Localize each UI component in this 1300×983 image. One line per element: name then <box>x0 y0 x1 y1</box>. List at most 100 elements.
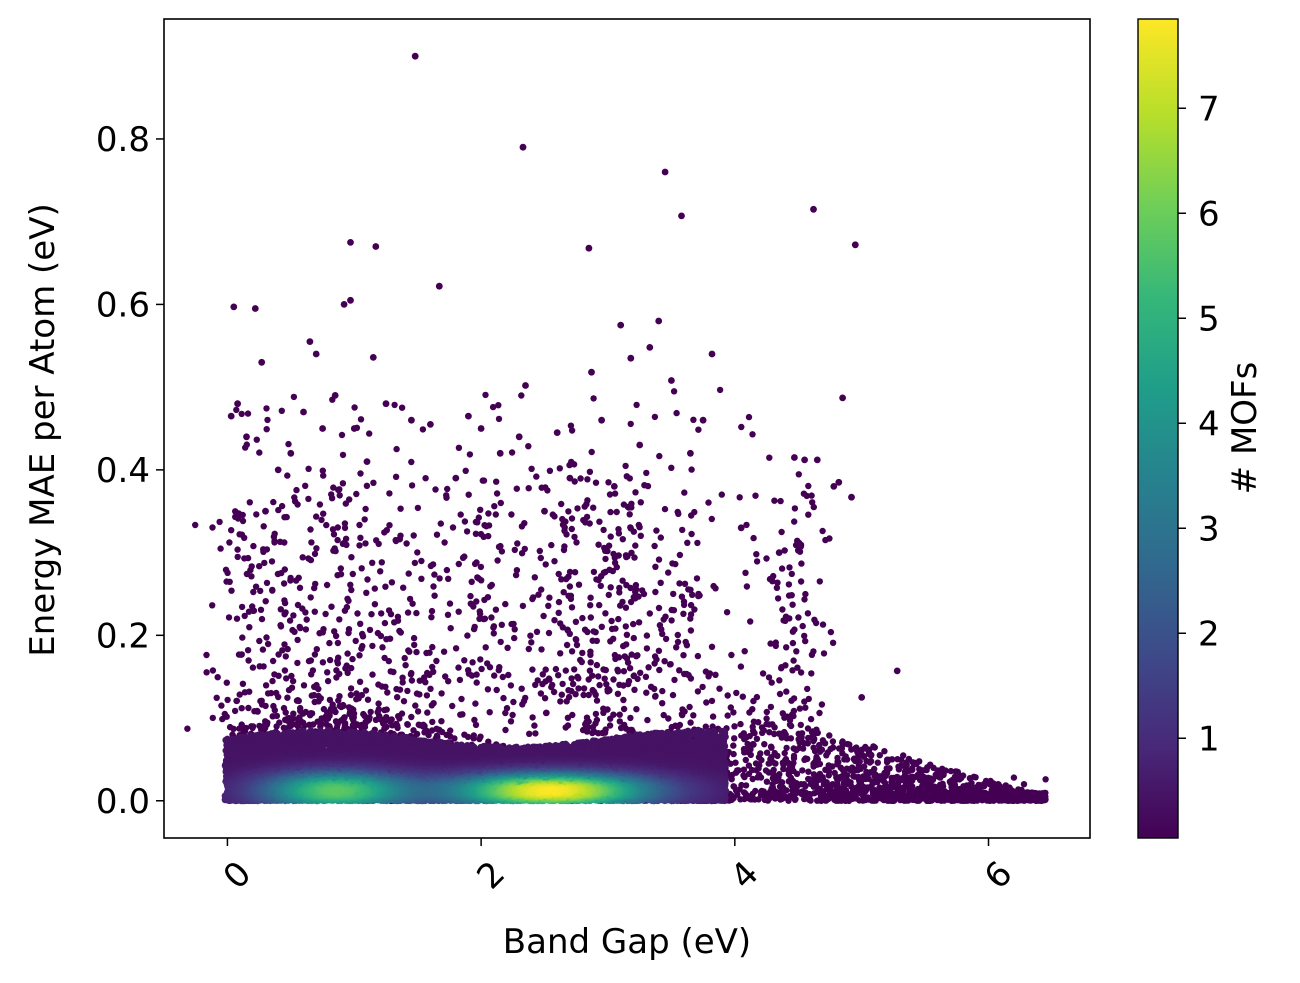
scatter-point <box>753 735 761 742</box>
scatter-point <box>218 702 225 709</box>
scatter-point <box>281 599 289 607</box>
scatter-point <box>284 645 291 653</box>
scatter-point <box>240 726 247 733</box>
scatter-point <box>364 576 371 583</box>
scatter-point <box>269 657 277 665</box>
scatter-point <box>595 541 602 548</box>
scatter-point <box>796 705 804 712</box>
scatter-point <box>741 773 748 781</box>
scatter-point <box>731 735 738 742</box>
scatter-point <box>810 736 818 743</box>
scatter-point <box>473 559 480 566</box>
scatter-point <box>330 547 337 554</box>
scatter-point <box>542 709 550 717</box>
scatter-point <box>840 779 848 786</box>
scatter-point <box>371 585 378 592</box>
scatter-point <box>566 568 574 576</box>
scatter-point <box>441 539 448 546</box>
scatter-point <box>311 608 318 615</box>
scatter-point <box>562 667 569 674</box>
scatter-point <box>296 584 304 591</box>
scatter-point <box>294 501 301 508</box>
scatter-point <box>792 541 800 549</box>
scatter-point <box>947 767 955 775</box>
scatter-point <box>390 668 397 676</box>
scatter-point <box>802 704 809 711</box>
scatter-point <box>633 706 640 713</box>
scatter-point <box>622 725 630 732</box>
scatter-point <box>622 604 630 611</box>
scatter-point <box>548 541 555 549</box>
scatter-point <box>414 708 422 715</box>
scatter-point <box>381 529 388 536</box>
scatter-point <box>300 682 308 689</box>
scatter-point <box>408 713 415 721</box>
scatter-point <box>259 646 267 653</box>
scatter-point <box>394 613 402 620</box>
scatter-point <box>804 610 812 617</box>
scatter-point <box>674 631 681 639</box>
scatter-point <box>326 639 333 647</box>
scatter-point <box>294 659 301 667</box>
scatter-point <box>555 672 562 679</box>
scatter-point <box>750 534 757 542</box>
scatter-point <box>584 497 591 504</box>
scatter-point <box>758 789 765 796</box>
scatter-point <box>1010 774 1018 781</box>
scatter-point <box>742 782 750 789</box>
scatter-point <box>625 677 633 685</box>
scatter-point <box>236 531 243 538</box>
scatter-point <box>511 626 518 633</box>
scatter-point <box>768 744 775 751</box>
scatter-point <box>400 584 407 591</box>
scatter-point <box>883 769 891 777</box>
scatter-point <box>779 606 786 613</box>
scatter-point <box>410 634 418 642</box>
scatter-point <box>510 698 517 706</box>
scatter-point <box>645 664 652 671</box>
scatter-point <box>703 699 710 706</box>
scatter-point <box>378 559 385 566</box>
scatter-point <box>963 797 970 804</box>
scatter-point <box>730 742 737 749</box>
scatter-point <box>670 590 677 598</box>
scatter-point <box>624 503 632 511</box>
scatter-point <box>238 410 245 418</box>
scatter-point <box>228 527 235 534</box>
scatter-point <box>357 534 364 541</box>
scatter-point <box>1002 791 1009 798</box>
scatter-point <box>500 694 507 702</box>
scatter-point <box>808 670 815 677</box>
scatter-point <box>246 499 253 506</box>
scatter-point <box>819 527 826 535</box>
scatter-point <box>496 664 503 671</box>
scatter-point <box>410 532 417 539</box>
scatter-point <box>443 492 450 499</box>
scatter-point <box>602 666 609 674</box>
scatter-point <box>651 542 658 550</box>
scatter-point <box>403 540 410 547</box>
scatter-point <box>652 692 659 700</box>
scatter-point <box>834 754 841 762</box>
scatter-point <box>749 431 756 438</box>
scatter-point <box>487 583 494 590</box>
scatter-point <box>499 673 506 681</box>
scatter-point <box>635 619 643 626</box>
scatter-point <box>493 478 500 485</box>
scatter-point <box>256 449 263 456</box>
scatter-point <box>348 664 355 672</box>
scatter-point <box>529 595 536 603</box>
scatter-point <box>372 716 380 724</box>
scatter-point <box>593 637 600 645</box>
scatter-point <box>347 685 355 692</box>
scatter-point <box>602 726 609 733</box>
scatter-point <box>465 491 472 498</box>
scatter-point <box>780 761 787 768</box>
scatter-point <box>636 524 643 531</box>
scatter-point <box>192 521 199 529</box>
scatter-point <box>980 782 987 790</box>
scatter-point <box>749 775 756 783</box>
scatter-point <box>607 508 614 516</box>
scatter-point <box>341 539 348 546</box>
scatter-point <box>612 625 619 632</box>
